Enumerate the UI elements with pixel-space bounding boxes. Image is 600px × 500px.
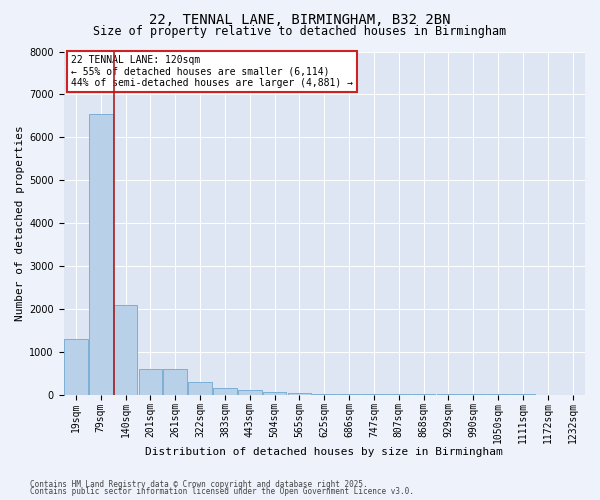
Bar: [89, 114, 113, 394]
Text: Contains public sector information licensed under the Open Government Licence v3: Contains public sector information licen…: [30, 488, 414, 496]
Bar: [263, 392, 286, 394]
Text: Size of property relative to detached houses in Birmingham: Size of property relative to detached ho…: [94, 25, 506, 38]
Text: Contains HM Land Registry data © Crown copyright and database right 2025.: Contains HM Land Registry data © Crown c…: [30, 480, 368, 489]
Text: 22 TENNAL LANE: 120sqm
← 55% of detached houses are smaller (6,114)
44% of semi-: 22 TENNAL LANE: 120sqm ← 55% of detached…: [71, 55, 353, 88]
X-axis label: Distribution of detached houses by size in Birmingham: Distribution of detached houses by size …: [145, 448, 503, 458]
Bar: [114, 304, 137, 394]
Bar: [163, 369, 187, 394]
Bar: [213, 388, 237, 394]
Bar: [64, 339, 88, 394]
Bar: [188, 382, 212, 394]
Bar: [139, 369, 162, 394]
Text: 22, TENNAL LANE, BIRMINGHAM, B32 2BN: 22, TENNAL LANE, BIRMINGHAM, B32 2BN: [149, 12, 451, 26]
Bar: [238, 390, 262, 394]
Y-axis label: Number of detached properties: Number of detached properties: [15, 125, 25, 321]
